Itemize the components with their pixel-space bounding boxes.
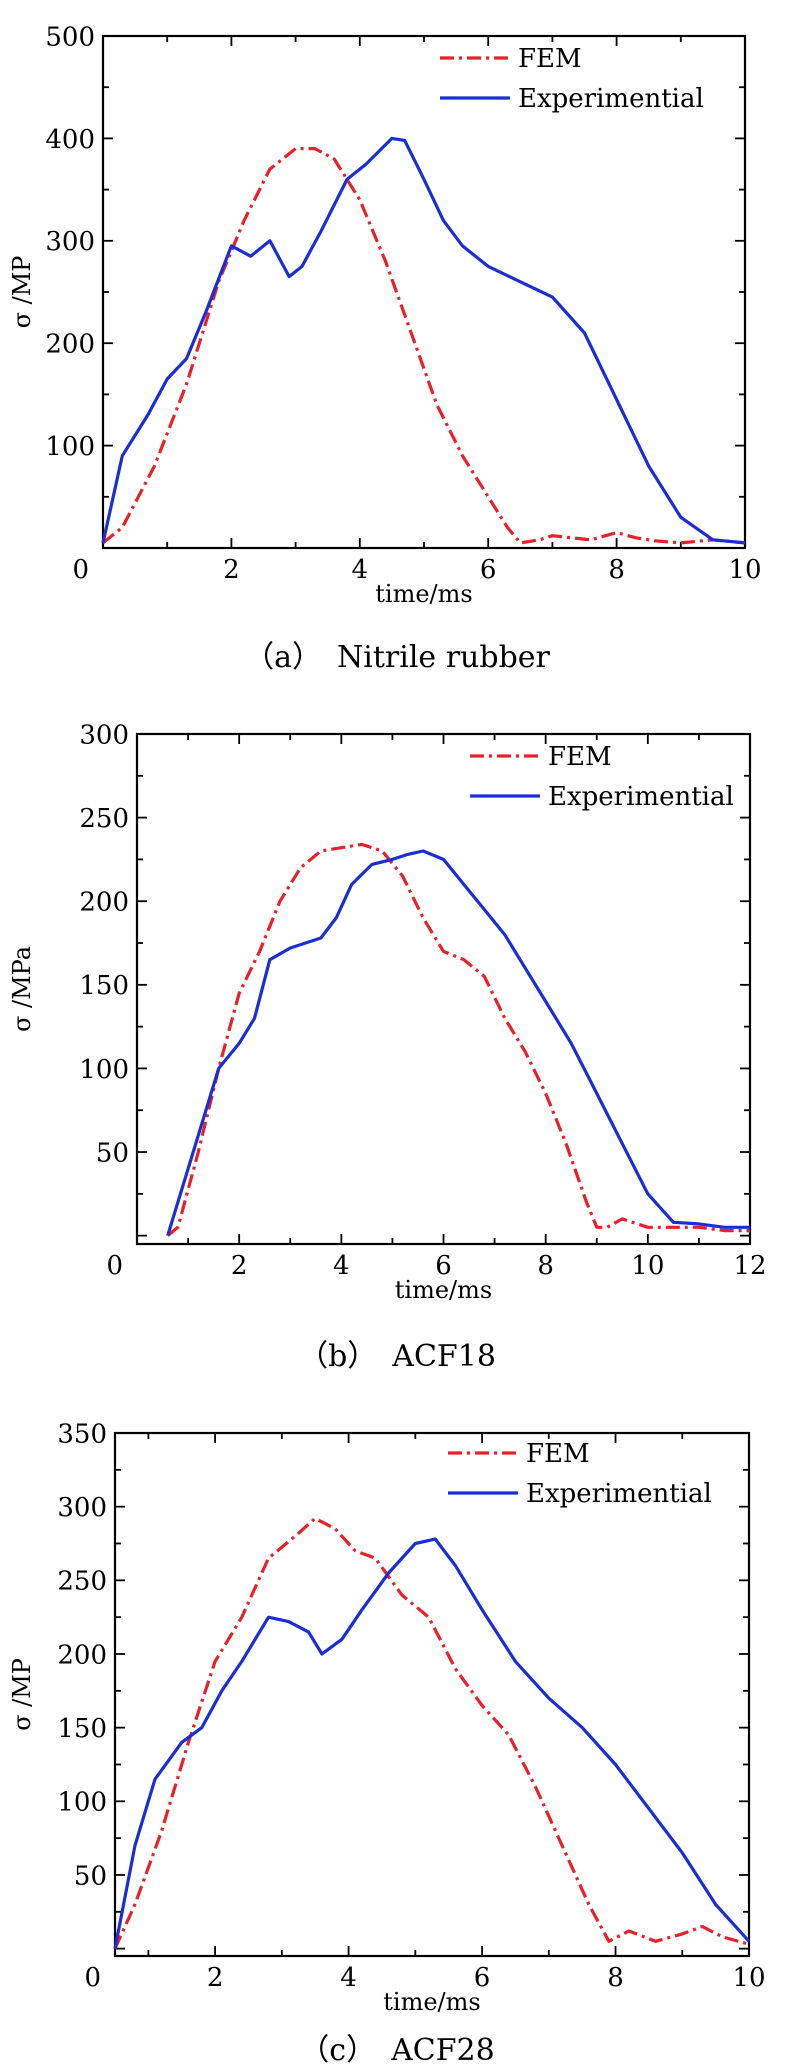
x-tick-label: 6: [480, 555, 497, 585]
y-tick-label: 250: [79, 804, 129, 834]
y-tick-label: 250: [57, 1567, 107, 1597]
legend-label: FEM: [548, 742, 612, 772]
x-tick-label: 10: [732, 1963, 765, 1993]
chart-c-caption: （c） ACF28: [299, 2033, 495, 2068]
y-tick-label: 50: [96, 1138, 129, 1168]
series-line-experimential: [113, 1537, 751, 1949]
x-tick-label: 2: [223, 555, 240, 585]
chart-a-caption: （a） Nitrile rubber: [244, 640, 550, 675]
y-tick-label: 150: [57, 1714, 107, 1744]
y-axis-label: σ /MP: [8, 256, 36, 329]
x-tick-label: 8: [537, 1251, 554, 1281]
legend-label: FEM: [526, 1439, 590, 1469]
x-axis-label: time/ms: [383, 1988, 480, 2016]
legend-label: Experimential: [526, 1479, 712, 1509]
legend-label: Experimential: [518, 84, 704, 114]
origin-label: 0: [72, 555, 89, 585]
y-tick-label: 100: [57, 1788, 107, 1818]
chart-b-caption: （b） ACF18: [298, 1339, 496, 1374]
y-axis-label: σ /MPa: [8, 946, 36, 1032]
chart-panel-b: 2 4 6 8 10 12 50 100 150 200 250 300 0 time/ms σ /MPa F…: [0, 700, 794, 1380]
y-tick-label: 150: [79, 971, 129, 1001]
y-tick-label: 300: [45, 227, 95, 257]
chart-panel-a: 2 4 6 8 10 100 200 300 400 500 0 time/ms σ /MP FEM Exp…: [0, 0, 794, 680]
x-tick-label: 6: [474, 1963, 491, 1993]
legend-label: FEM: [518, 44, 582, 74]
chart-c-svg: 2 4 6 8 10 50 100 150 200 250 300 350 0 time/ms σ /MP F…: [8, 1419, 766, 2016]
series-line-experimential: [166, 849, 750, 1237]
y-tick-label: 300: [79, 720, 129, 750]
x-tick-label: 8: [607, 1963, 624, 1993]
y-tick-label: 200: [57, 1640, 107, 1670]
x-tick-label: 6: [435, 1251, 452, 1281]
series-line-fem: [113, 1516, 750, 1950]
series-line-experimential: [101, 136, 746, 545]
x-tick-label: 2: [231, 1251, 248, 1281]
plot-frame: [113, 1431, 751, 1958]
chart-b-svg: 2 4 6 8 10 12 50 100 150 200 250 300 0 time/ms σ /MPa F…: [8, 720, 767, 1304]
legend-label: Experimential: [548, 782, 734, 812]
x-tick-label: 4: [352, 555, 369, 585]
chart-panel-c: 2 4 6 8 10 50 100 150 200 250 300 350 0 time/ms σ /MP F…: [0, 1395, 794, 2071]
x-axis-label: time/ms: [375, 580, 472, 608]
y-tick-label: 200: [45, 330, 95, 360]
x-tick-label: 4: [333, 1251, 350, 1281]
series-line-fem: [102, 147, 746, 545]
origin-label: 0: [106, 1251, 123, 1281]
y-axis-label: σ /MP: [8, 1658, 36, 1731]
x-axis-label: time/ms: [395, 1276, 492, 1304]
y-tick-label: 100: [79, 1055, 129, 1085]
chart-a-svg: 2 4 6 8 10 100 200 300 400 500 0 time/ms σ /MP FEM Exp…: [8, 22, 762, 608]
series-line-fem: [166, 842, 750, 1237]
y-tick-label: 50: [74, 1861, 107, 1891]
x-tick-label: 10: [728, 555, 761, 585]
y-tick-label: 100: [45, 432, 95, 462]
x-tick-label: 8: [608, 555, 625, 585]
x-tick-label: 4: [340, 1963, 357, 1993]
x-tick-label: 10: [631, 1251, 664, 1281]
y-tick-label: 350: [57, 1419, 107, 1449]
x-tick-label: 12: [733, 1251, 766, 1281]
y-tick-label: 200: [79, 888, 129, 918]
y-tick-label: 300: [57, 1493, 107, 1523]
x-tick-label: 2: [207, 1963, 224, 1993]
origin-label: 0: [84, 1963, 101, 1993]
y-tick-label: 500: [45, 22, 95, 52]
y-tick-label: 400: [45, 125, 95, 155]
